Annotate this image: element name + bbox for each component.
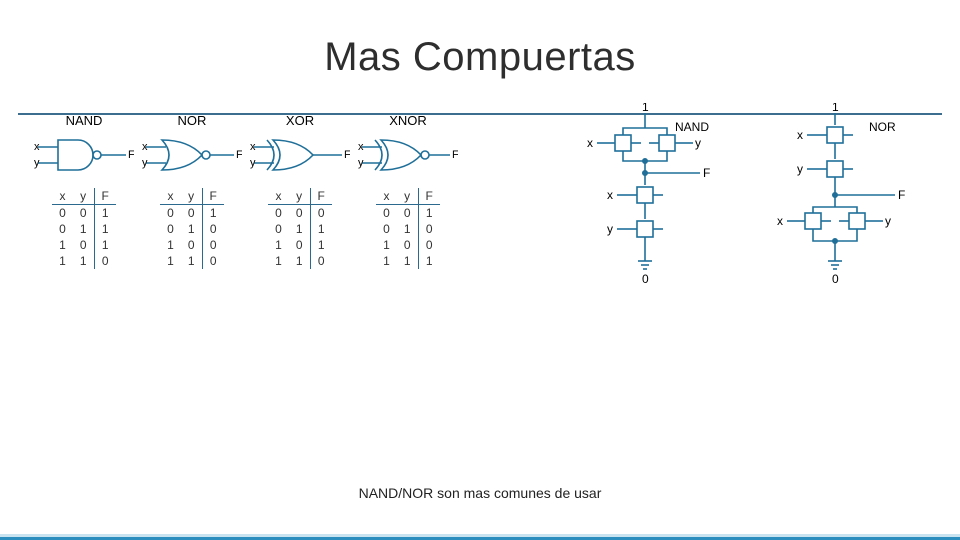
gate-nand: NAND xy FxyF001011101110 bbox=[30, 113, 138, 269]
gate-label: XOR bbox=[286, 113, 314, 128]
caption: NAND/NOR son mas comunes de usar bbox=[0, 485, 960, 501]
svg-text:x: x bbox=[358, 141, 364, 153]
gate-nor: NOR xy FxyF001010100110 bbox=[138, 113, 246, 269]
svg-text:0: 0 bbox=[642, 272, 649, 286]
svg-text:x: x bbox=[34, 141, 40, 153]
slide-title: Mas Compuertas bbox=[0, 27, 960, 86]
svg-text:0: 0 bbox=[832, 272, 839, 286]
svg-text:y: y bbox=[250, 157, 256, 169]
svg-text:F: F bbox=[236, 149, 242, 161]
svg-text:y: y bbox=[607, 222, 613, 236]
gate-label: NAND bbox=[66, 113, 103, 128]
svg-text:x: x bbox=[797, 128, 803, 142]
svg-text:x: x bbox=[142, 141, 148, 153]
svg-text:1: 1 bbox=[832, 103, 839, 114]
gate-label: XNOR bbox=[389, 113, 427, 128]
svg-text:y: y bbox=[695, 136, 701, 150]
truth-table: xyF000011101110 bbox=[268, 188, 332, 269]
gate-xnor: XNOR xy FxyF001010100111 bbox=[354, 113, 462, 269]
svg-text:1: 1 bbox=[642, 103, 649, 114]
svg-text:F: F bbox=[344, 149, 350, 161]
svg-text:F: F bbox=[128, 149, 134, 161]
truth-table: xyF001010100111 bbox=[376, 188, 440, 269]
svg-text:y: y bbox=[797, 162, 803, 176]
svg-text:y: y bbox=[142, 157, 148, 169]
svg-text:x: x bbox=[250, 141, 256, 153]
svg-text:F: F bbox=[703, 166, 710, 180]
svg-text:F: F bbox=[898, 188, 905, 202]
svg-text:x: x bbox=[777, 214, 783, 228]
svg-text:y: y bbox=[885, 214, 891, 228]
svg-text:y: y bbox=[34, 157, 40, 169]
truth-table: xyF001011101110 bbox=[52, 188, 116, 269]
svg-text:NOR: NOR bbox=[869, 120, 896, 134]
truth-table: xyF001010100110 bbox=[160, 188, 224, 269]
svg-text:NAND: NAND bbox=[675, 120, 709, 134]
svg-text:x: x bbox=[587, 136, 593, 150]
gate-xor: XOR xy FxyF000011101110 bbox=[246, 113, 354, 269]
svg-text:x: x bbox=[607, 188, 613, 202]
cmos-diagrams: NAND1xyFxy0NOR1xyFxy0 bbox=[555, 103, 935, 318]
gate-label: NOR bbox=[178, 113, 207, 128]
svg-text:F: F bbox=[452, 149, 458, 161]
svg-text:y: y bbox=[358, 157, 364, 169]
